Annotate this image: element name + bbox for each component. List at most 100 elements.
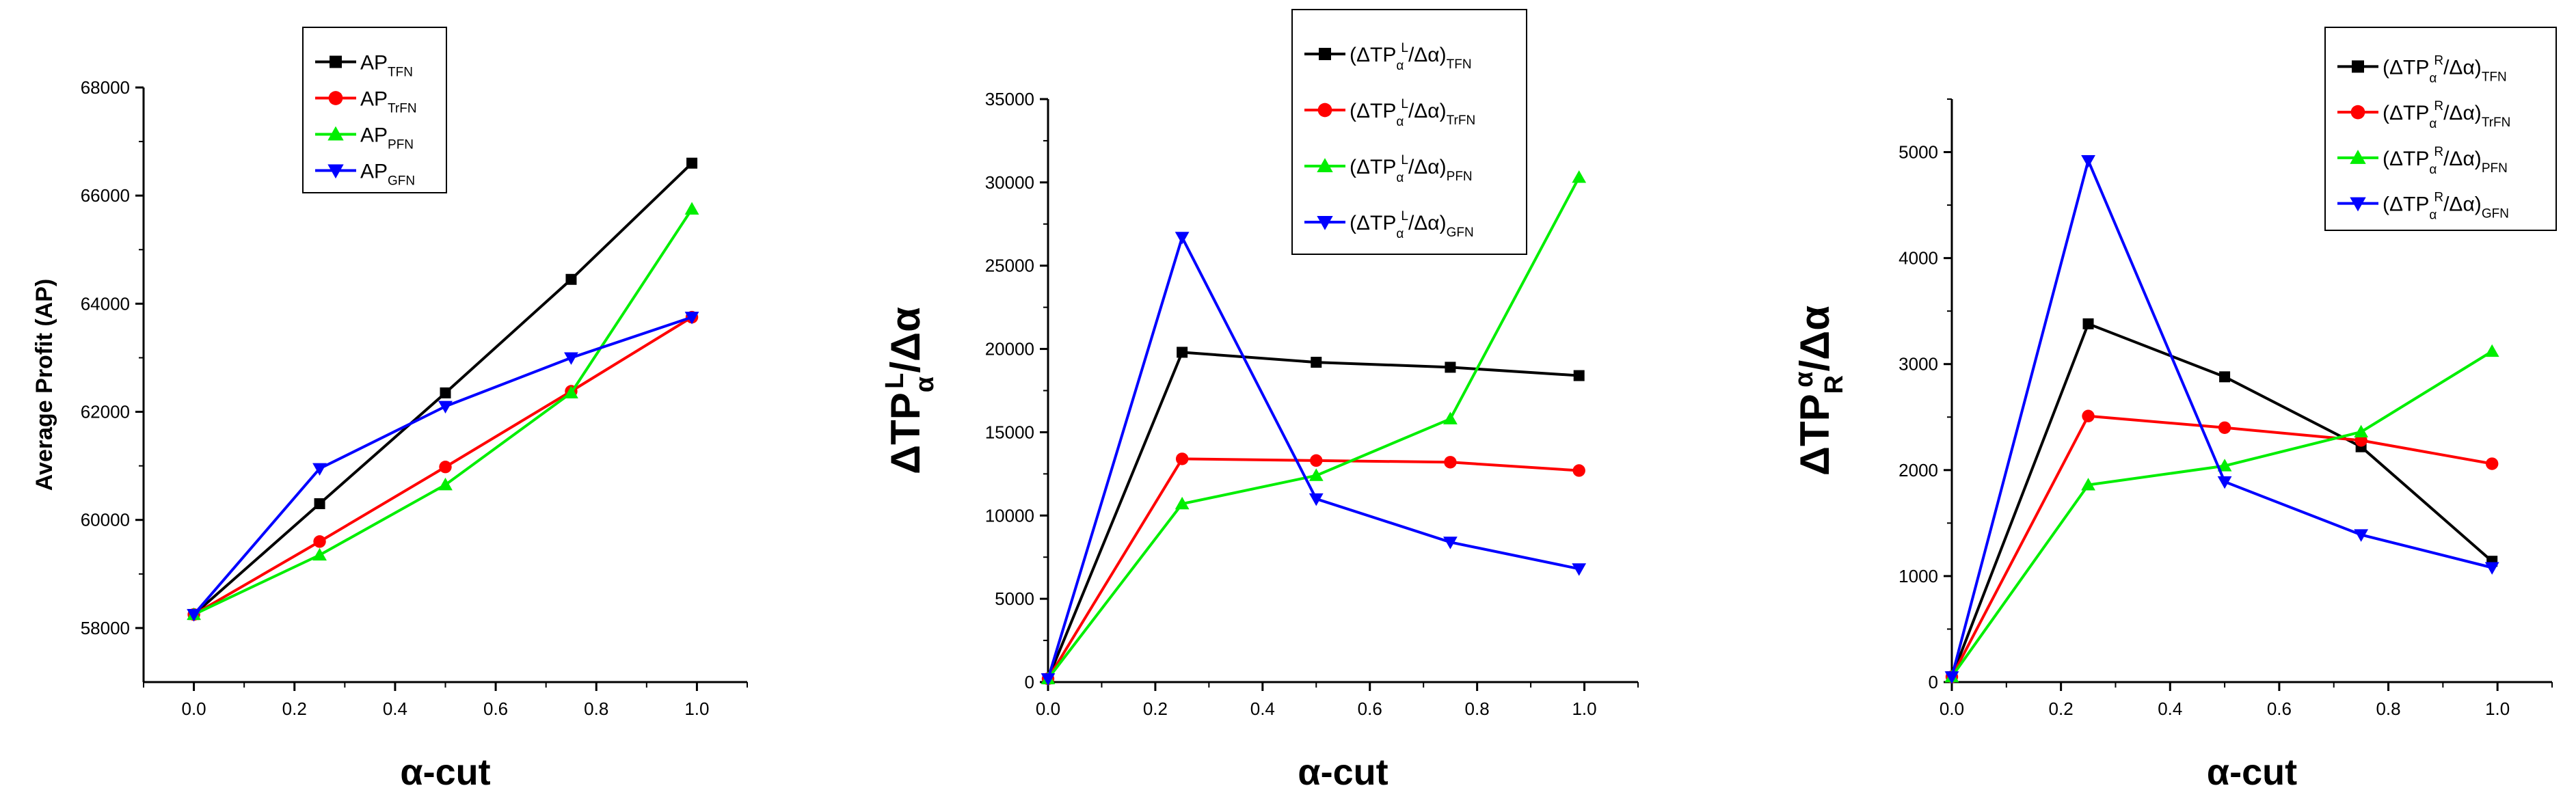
legend-label-close: /Δα)	[2443, 148, 2482, 170]
legend-label-sub: GFN	[2482, 207, 2509, 221]
data-point	[2486, 457, 2499, 470]
series-trfn	[1945, 409, 2499, 683]
y-tick-label: 0	[1929, 672, 1938, 692]
legend-label-close: /Δα)	[2443, 102, 2482, 124]
x-tick-label: 0.6	[2267, 698, 2292, 719]
y-tick-label: 68000	[81, 77, 130, 98]
data-point	[1573, 370, 1585, 381]
x-tick-label: 0.8	[584, 698, 608, 719]
data-point	[314, 498, 325, 509]
legend-marker	[330, 55, 342, 68]
data-point	[438, 477, 453, 491]
legend-label-sub: GFN	[388, 174, 415, 189]
series-pfn	[1041, 170, 1587, 685]
legend: (ΔTPαR/Δα)TFN(ΔTPαR/Δα)TrFN(ΔTPαR/Δα)PFN…	[2324, 27, 2557, 231]
legend-box	[1291, 9, 1527, 255]
y-label-base: ΔTP	[1792, 394, 1838, 476]
x-tick-label: 0.0	[1940, 698, 1964, 719]
legend-marker	[2352, 60, 2364, 73]
series-gfn	[187, 312, 699, 622]
legend-label-base: AP	[360, 52, 388, 74]
legend-label-alpha: α	[2429, 117, 2437, 131]
legend-label-open: (ΔTP	[1350, 156, 1396, 178]
legend-label-base: AP	[360, 161, 388, 183]
x-tick-label: 0.6	[1358, 698, 1382, 719]
legend-label-close: /Δα)	[2443, 193, 2482, 216]
series-line	[1950, 350, 2493, 678]
legend-label-alpha: α	[2429, 163, 2437, 177]
legend-label-sup: R	[2434, 99, 2443, 113]
legend-label: (ΔTPαR/Δα)TrFN	[2383, 99, 2510, 131]
series-tfn	[188, 157, 698, 621]
x-tick-label: 0.8	[1465, 698, 1490, 719]
y-tick-label: 0	[1025, 672, 1034, 692]
legend-label-base: AP	[360, 88, 388, 111]
data-point	[2217, 459, 2232, 472]
data-point	[2484, 344, 2499, 357]
y-tick-label: 64000	[81, 293, 130, 314]
legend-label-alpha: α	[2429, 71, 2437, 85]
x-tick-label: 1.0	[2485, 698, 2510, 719]
legend-label-alpha: α	[1396, 171, 1404, 185]
x-tick-label: 0.8	[2376, 698, 2400, 719]
legend-marker	[328, 91, 343, 105]
data-point	[1309, 468, 1324, 481]
y-tick-label: 66000	[81, 185, 130, 206]
series-line	[1047, 351, 1579, 679]
legend-label-sup: R	[2434, 145, 2443, 159]
legend-label-close: /Δα)	[2443, 56, 2482, 79]
legend-label: APTrFN	[360, 88, 417, 116]
y-axis-label: ΔTPαL/Δα	[881, 307, 939, 474]
series-trfn	[187, 310, 699, 621]
legend-label-close: /Δα)	[1408, 100, 1447, 122]
data-point	[2217, 476, 2232, 489]
data-point	[2082, 318, 2094, 329]
series-trfn	[1041, 452, 1585, 685]
data-point	[684, 312, 699, 325]
legend-label-sup: L	[1401, 209, 1408, 223]
x-tick-label: 0.0	[1036, 698, 1060, 719]
legend-label-sub: TFN	[2482, 70, 2507, 84]
y-tick-label: 10000	[985, 505, 1034, 526]
data-point	[1572, 563, 1587, 576]
data-point	[1311, 357, 1322, 368]
x-tick-label: 0.0	[182, 698, 206, 719]
y-label-sup: α	[1790, 372, 1819, 388]
legend-label-sub: TFN	[1447, 57, 1472, 72]
legend-label-open: (ΔTP	[1350, 212, 1396, 234]
x-tick-label: 0.4	[2158, 698, 2182, 719]
legend-label: (ΔTPαL/Δα)TrFN	[1350, 97, 1475, 129]
legend-marker	[327, 126, 344, 141]
data-point	[1444, 456, 1457, 469]
data-point	[1443, 411, 1458, 424]
data-point	[2081, 478, 2095, 491]
data-point	[187, 609, 201, 622]
legend-label: (ΔTPαL/Δα)PFN	[1350, 153, 1473, 185]
legend-label: APGFN	[360, 161, 415, 189]
data-point	[2354, 529, 2369, 542]
x-axis-label: α-cut	[400, 752, 490, 793]
series-tfn	[1043, 347, 1585, 685]
series-tfn	[1946, 318, 2498, 683]
y-label-base: ΔTP	[883, 392, 928, 474]
data-point	[312, 463, 327, 476]
x-tick-label: 0.2	[282, 698, 307, 719]
legend-label-sub: TFN	[388, 66, 413, 80]
y-tick-label: 25000	[985, 256, 1034, 276]
data-point	[312, 547, 327, 561]
data-point	[684, 202, 699, 215]
y-tick-label: 2000	[1899, 460, 1938, 480]
legend-marker	[2350, 150, 2366, 164]
legend-label-sub: PFN	[388, 138, 414, 152]
x-tick-label: 1.0	[684, 698, 709, 719]
series-line	[193, 208, 693, 616]
data-point	[2218, 421, 2231, 434]
x-tick-label: 0.6	[483, 698, 508, 719]
legend-label: (ΔTPαR/Δα)GFN	[2383, 191, 2509, 223]
legend-label-alpha: α	[1396, 115, 1404, 129]
y-tick-label: 5000	[1899, 142, 1938, 163]
legend-label-open: (ΔTP	[2383, 56, 2429, 79]
data-point	[1309, 493, 1324, 506]
